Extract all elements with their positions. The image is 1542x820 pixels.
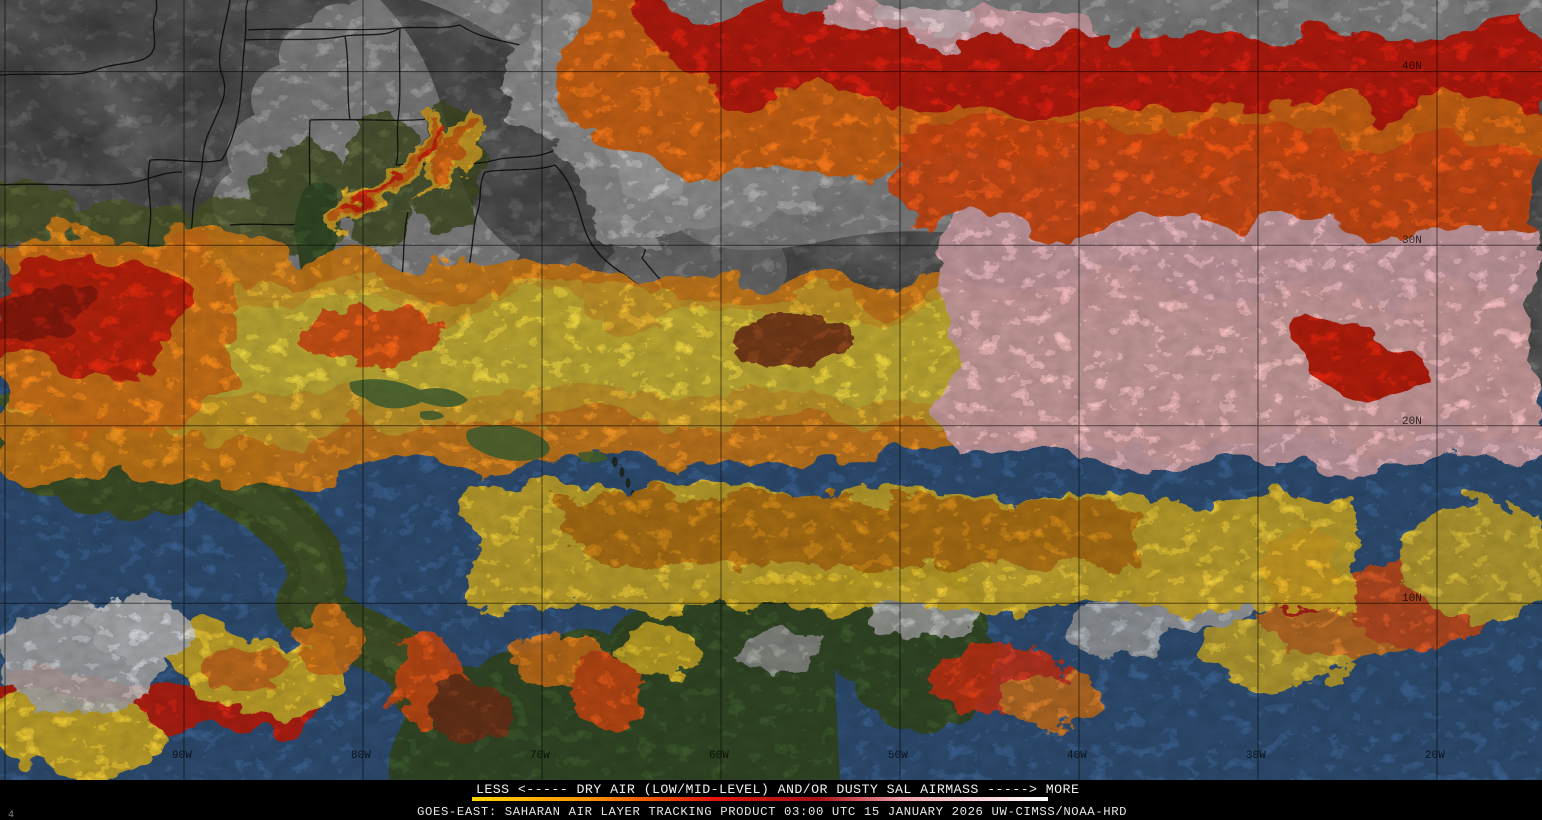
svg-text:40N: 40N xyxy=(1402,61,1422,73)
svg-text:4: 4 xyxy=(8,810,14,820)
svg-text:60W: 60W xyxy=(709,750,729,762)
svg-text:10N: 10N xyxy=(1402,593,1422,605)
svg-text:GOES-EAST: SAHARAN AIR LAYER T: GOES-EAST: SAHARAN AIR LAYER TRACKING PR… xyxy=(417,805,1127,819)
svg-text:LESS <----- DRY AIR (LOW/MID-L: LESS <----- DRY AIR (LOW/MID-LEVEL) AND/… xyxy=(476,782,1079,797)
svg-text:90W: 90W xyxy=(172,750,192,762)
svg-text:80W: 80W xyxy=(351,750,371,762)
svg-text:70W: 70W xyxy=(530,750,550,762)
svg-text:20N: 20N xyxy=(1402,416,1422,428)
svg-text:20W: 20W xyxy=(1425,750,1445,762)
svg-text:40W: 40W xyxy=(1067,750,1087,762)
svg-text:50W: 50W xyxy=(888,750,908,762)
svg-text:30N: 30N xyxy=(1402,235,1422,247)
svg-text:30W: 30W xyxy=(1246,750,1266,762)
